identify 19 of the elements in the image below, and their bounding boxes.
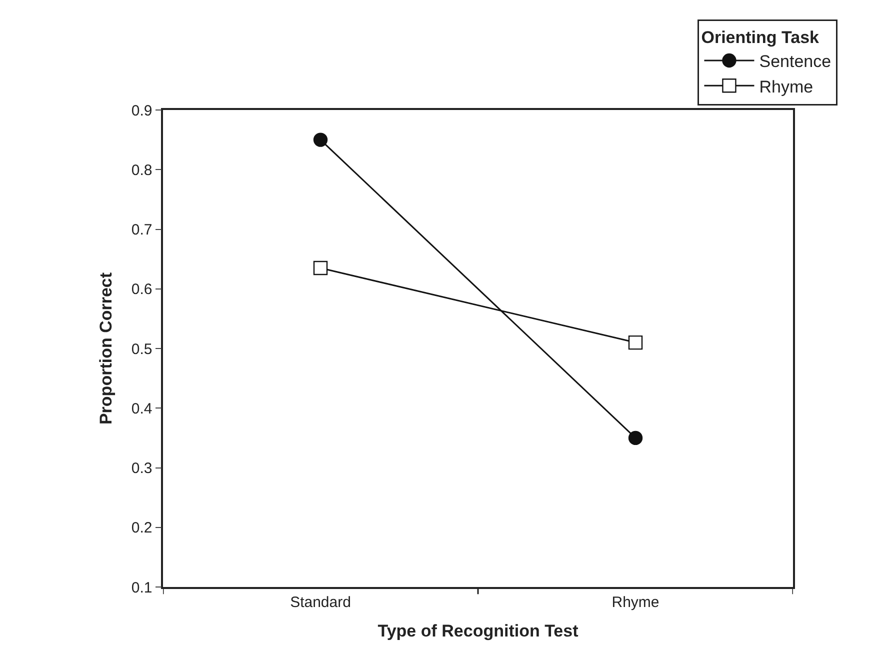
y-tick-label: 0.2 <box>131 520 152 537</box>
x-tick-label: Standard <box>290 594 351 611</box>
y-tick-label: 0.5 <box>131 340 152 358</box>
y-tick-label: 0.3 <box>131 460 152 477</box>
x-axis-title: Type of Recognition Test <box>378 622 579 641</box>
legend-label: Sentence <box>759 52 832 72</box>
y-axis-title: Proportion Correct <box>96 272 116 425</box>
point <box>628 335 643 350</box>
y-tick-label: 0.7 <box>131 222 152 238</box>
y-tick-label: 0.9 <box>131 102 152 120</box>
legend-label: Rhyme <box>759 77 814 96</box>
y-tick-label: 0.6 <box>131 281 152 298</box>
point <box>628 430 643 446</box>
y-tick-label: 0.4 <box>131 400 152 418</box>
point <box>313 260 328 276</box>
legend-title: Orienting Task <box>701 28 820 47</box>
y-tick-label: 0.1 <box>131 579 152 596</box>
y-tick-label: 0.8 <box>131 162 152 179</box>
point <box>313 132 328 147</box>
